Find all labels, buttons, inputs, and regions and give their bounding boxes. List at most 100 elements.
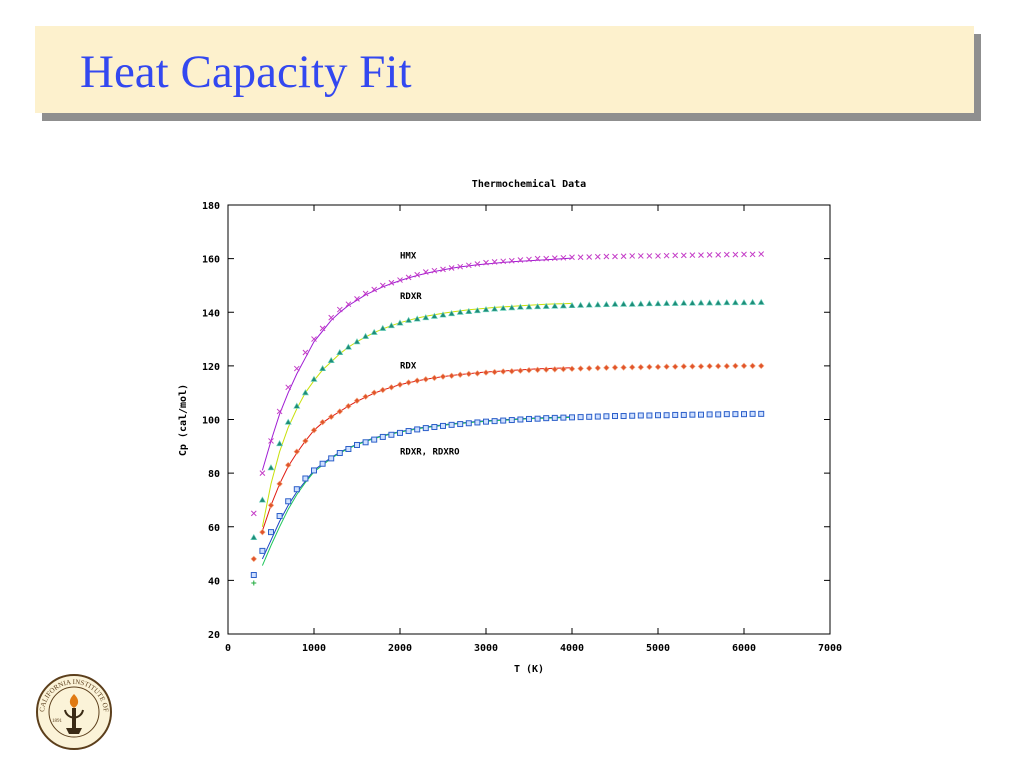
- data-point: [319, 418, 326, 426]
- data-point: [688, 299, 696, 306]
- data-point: [723, 362, 731, 370]
- data-point: [483, 259, 489, 266]
- data-point: [276, 480, 283, 488]
- data-point: [250, 572, 257, 579]
- data-point: [370, 389, 378, 396]
- data-point: [637, 363, 645, 371]
- data-point: [448, 309, 456, 317]
- data-point: [396, 319, 404, 326]
- data-point: [542, 366, 550, 373]
- data-point: [732, 362, 739, 370]
- data-point: [526, 415, 532, 422]
- series-annotation: RDXR: [400, 292, 422, 302]
- data-point: [327, 413, 335, 421]
- data-point: [629, 412, 636, 419]
- data-point: [585, 365, 593, 372]
- data-point: [336, 348, 344, 355]
- data-point: [603, 413, 610, 420]
- data-point: [345, 301, 352, 308]
- data-point: [715, 411, 722, 418]
- data-point: [362, 439, 369, 446]
- data-point: [301, 389, 309, 396]
- x-tick-label: 6000: [732, 643, 756, 654]
- data-point: [336, 408, 344, 415]
- y-tick-label: 120: [202, 362, 220, 373]
- y-axis-label: Cp (cal/mol): [178, 384, 189, 456]
- data-point: [620, 413, 627, 420]
- data-point: [259, 470, 266, 476]
- data-point: [353, 338, 361, 345]
- data-point: [577, 365, 584, 372]
- svg-text:1891: 1891: [52, 719, 63, 724]
- data-point: [569, 414, 575, 421]
- data-point: [749, 251, 756, 258]
- series-annotation: RDX: [400, 362, 417, 372]
- data-point: [387, 322, 395, 329]
- data-point: [517, 416, 524, 423]
- data-point: [482, 369, 490, 376]
- data-point: [388, 384, 395, 391]
- data-point: [285, 498, 292, 505]
- data-point: [302, 437, 309, 445]
- data-point: [620, 253, 627, 260]
- data-point: [405, 316, 413, 323]
- annotations-layer: HMX RDXR RDX RDXR, RDXRO: [400, 252, 460, 458]
- data-point: [311, 467, 317, 474]
- data-point: [267, 464, 275, 471]
- series-annotation: HMX: [400, 252, 417, 262]
- data-point: [757, 362, 765, 370]
- data-point: [414, 426, 421, 433]
- data-point: [723, 251, 730, 258]
- data-point: [414, 271, 421, 278]
- data-point: [534, 415, 541, 422]
- data-point: [251, 580, 257, 586]
- data-point: [646, 253, 653, 259]
- data-point: [500, 258, 507, 265]
- data-point: [474, 261, 481, 267]
- data-point: [560, 365, 567, 373]
- data-point: [499, 304, 507, 311]
- data-point: [448, 372, 455, 380]
- data-point: [431, 267, 438, 274]
- data-point: [293, 448, 301, 455]
- data-point: [714, 362, 722, 370]
- data-point: [714, 299, 722, 306]
- data-point: [551, 366, 559, 373]
- data-point: [456, 308, 464, 315]
- data-point: [516, 303, 524, 310]
- data-point: [732, 251, 739, 258]
- data-point: [603, 253, 610, 260]
- data-point: [706, 252, 713, 258]
- data-point: [457, 263, 464, 270]
- chart: Thermochemical Data 0 1000 2000 3000 4000 500…: [178, 178, 842, 675]
- data-point: [689, 363, 696, 370]
- y-tick-label: 180: [202, 201, 220, 212]
- data-point: [525, 366, 533, 374]
- x-tick-label: 0: [225, 643, 231, 654]
- x-tick-label: 2000: [388, 643, 412, 654]
- data-point: [250, 555, 258, 563]
- data-point: [388, 279, 395, 286]
- data-point: [680, 363, 688, 370]
- data-point: [680, 299, 688, 306]
- data-point: [680, 411, 687, 418]
- data-point: [551, 302, 559, 309]
- data-point: [250, 533, 258, 540]
- data-point: [430, 312, 438, 319]
- data-point: [422, 425, 429, 432]
- data-point: [560, 414, 567, 421]
- data-point: [302, 349, 309, 356]
- chart-title: Thermochemical Data: [472, 178, 586, 190]
- data-point: [543, 255, 550, 262]
- series-annotation: RDXR, RDXRO: [400, 447, 460, 457]
- data-point: [362, 290, 369, 297]
- data-point: [603, 364, 610, 371]
- data-point: [491, 368, 498, 376]
- data-point: [517, 367, 524, 374]
- data-point: [594, 413, 601, 420]
- data-point: [388, 431, 395, 438]
- data-point: [577, 414, 584, 421]
- data-point: [483, 418, 489, 425]
- data-point: [654, 300, 662, 307]
- data-point: [448, 421, 455, 428]
